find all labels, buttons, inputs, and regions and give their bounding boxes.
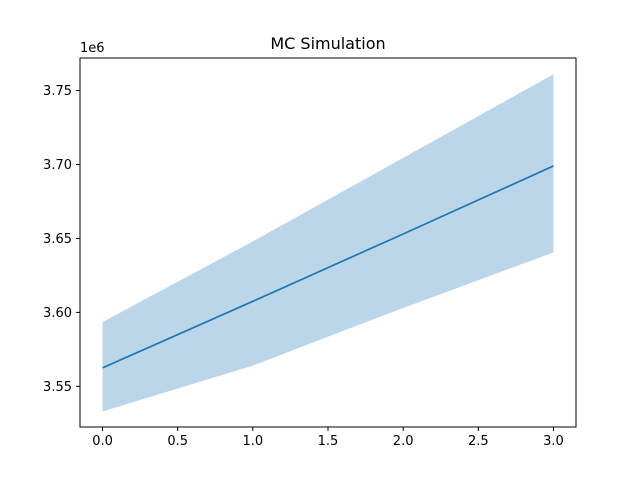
- y-axis-offset-label: 1e6: [80, 41, 105, 56]
- y-tick-label: 3.70: [43, 158, 72, 173]
- x-axis: 0.0 0.5 1.0 1.5 2.0 2.5 3.0: [92, 427, 564, 449]
- x-tick-label: 2.0: [393, 434, 414, 449]
- x-tick-label: 1.5: [318, 434, 339, 449]
- confidence-band-0: [102, 74, 554, 412]
- y-axis: 3.55 3.60 3.65 3.70 3.75: [43, 84, 80, 395]
- y-tick-label: 3.55: [43, 380, 72, 395]
- y-tick-label: 3.75: [43, 84, 72, 99]
- x-tick-label: 0.0: [92, 434, 113, 449]
- chart-title: MC Simulation: [270, 34, 385, 53]
- series-group: [102, 74, 554, 412]
- x-tick-label: 3.0: [543, 434, 564, 449]
- x-tick-label: 0.5: [167, 434, 188, 449]
- y-tick-label: 3.65: [43, 232, 72, 247]
- y-tick-label: 3.60: [43, 306, 72, 321]
- x-tick-label: 2.5: [468, 434, 489, 449]
- series-line-0: [102, 165, 554, 369]
- x-tick-label: 1.0: [243, 434, 264, 449]
